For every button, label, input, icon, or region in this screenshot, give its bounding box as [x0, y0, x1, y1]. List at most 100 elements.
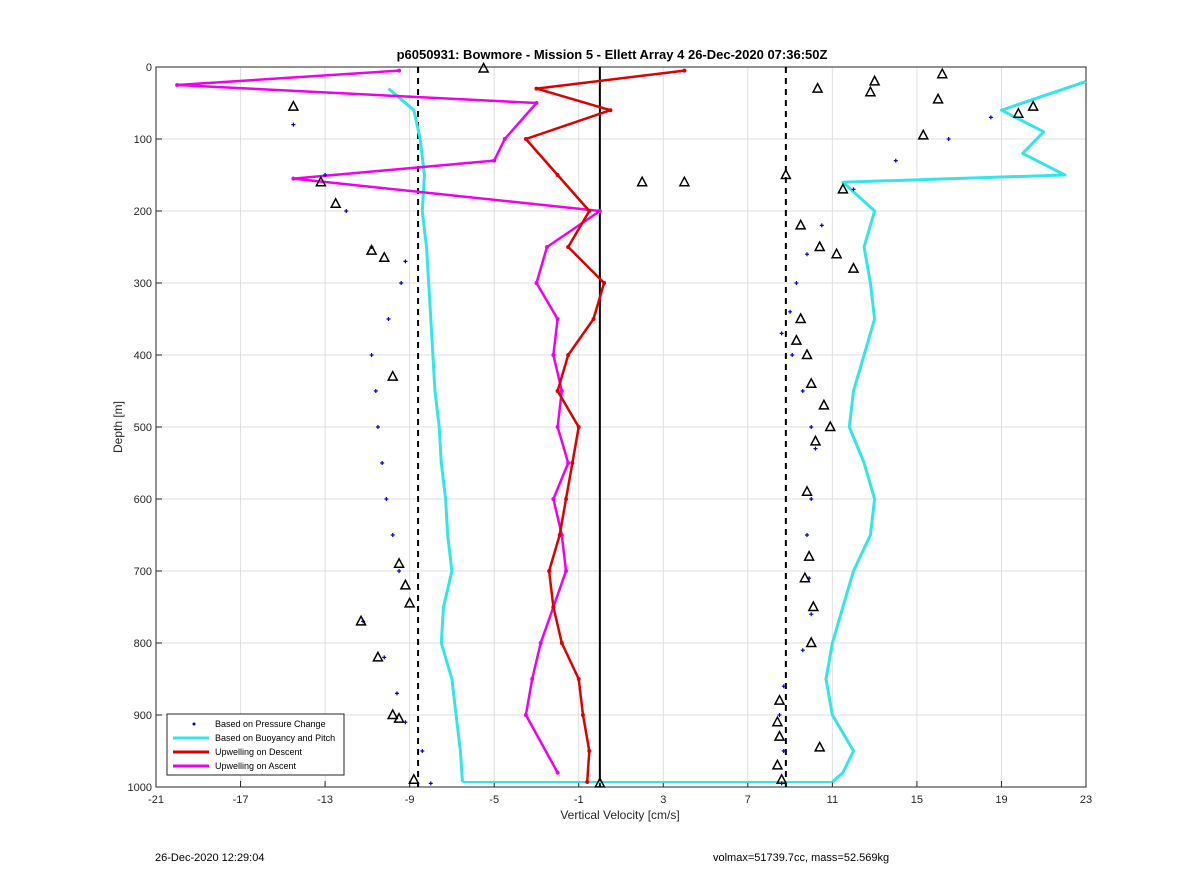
upwelling-ascent-point [523, 713, 528, 717]
upwelling-descent-point [608, 108, 613, 113]
upwelling-ascent-point [559, 389, 564, 393]
marker-triangle-ascent [847, 261, 860, 273]
footer-volmax-mass: volmax=51739.7cc, mass=52.569kg [713, 852, 890, 864]
pressure-change-descent-point [382, 655, 387, 660]
pressure-change-descent-point [390, 533, 395, 537]
y-tick-label: 0 [146, 62, 152, 74]
marker-triangle-ascent [813, 740, 826, 752]
pressure-change-descent-point [384, 497, 389, 501]
y-tick-label: 100 [134, 134, 152, 146]
marker-triangle-ascent [811, 81, 824, 93]
upwelling-ascent-point [555, 770, 560, 775]
pressure-change-ascent-point [809, 497, 814, 501]
x-tick-label: -17 [233, 794, 249, 806]
marker-triangle-ascent [917, 128, 929, 140]
marker-triangle-ascent [799, 571, 811, 583]
upwelling-ascent-line [175, 69, 602, 774]
x-tick-label: -13 [317, 794, 333, 806]
y-tick-label: 400 [134, 350, 152, 362]
upwelling-descent-point [534, 86, 539, 91]
marker-triangle-center [636, 175, 648, 187]
pressure-change-ascent-point [794, 281, 799, 285]
y-axis-label: Depth [m] [111, 401, 125, 453]
y-tick-label: 600 [134, 494, 152, 506]
marker-triangle-ascent [775, 773, 788, 785]
x-tick-label: -9 [405, 794, 415, 806]
pressure-change-ascent-point [813, 446, 818, 451]
marker-triangle-ascent [936, 67, 949, 79]
pressure-change-ascent-point [788, 309, 793, 314]
x-axis-label: Vertical Velocity [cm/s] [560, 808, 679, 822]
marker-triangle-descent [386, 369, 399, 381]
marker-triangle-ascent [805, 377, 817, 389]
marker-triangle-ascent [837, 182, 849, 194]
marker-triangle-descent [372, 650, 384, 662]
upwelling-descent-point [566, 353, 571, 357]
marker-triangle-ascent [773, 729, 786, 741]
pressure-change-ascent-point [800, 389, 805, 393]
x-tick-label: 23 [1080, 794, 1092, 806]
upwelling-descent-point [580, 713, 585, 717]
pressure-change-ascent-point [805, 252, 809, 257]
marker-triangle-ascent [813, 240, 826, 252]
upwelling-descent-point [551, 605, 556, 609]
marker-triangle-descent [393, 711, 405, 723]
chart-title: p6050931: Bowmore - Mission 5 - Ellett A… [397, 47, 828, 62]
x-tick-label: 15 [911, 794, 923, 806]
marker-triangle-ascent [809, 434, 822, 446]
pressure-change-ascent-point [800, 648, 805, 653]
marker-triangle-ascent [794, 312, 807, 324]
marker-triangle-descent [393, 557, 405, 569]
y-tick-label: 700 [134, 566, 152, 578]
marker-triangle-ascent [864, 85, 877, 97]
pressure-change-descent-point [394, 691, 399, 696]
y-tick-label: 200 [134, 206, 152, 218]
upwelling-ascent-point [597, 209, 602, 213]
footer-timestamp: 26-Dec-2020 12:29:04 [155, 852, 265, 864]
plot-area: -21 -17 -13 -9 -5 -1 3 7 11 15 19 23010020030040050… [128, 61, 1092, 806]
pressure-change-ascent-point [893, 158, 898, 163]
upwelling-ascent-point [534, 101, 539, 105]
upwelling-descent-point [602, 281, 607, 285]
x-tick-label: -21 [148, 794, 164, 806]
pressure-change-ascent-point [777, 713, 782, 717]
upwelling-descent-point [585, 779, 590, 784]
upwelling-descent-point [547, 569, 552, 573]
marker-triangle-ascent [773, 693, 786, 705]
marker-triangle-ascent [801, 348, 813, 360]
pressure-change-descent-point [375, 425, 380, 429]
marker-triangle-descent [378, 251, 391, 263]
marker-triangle-ascent [771, 758, 784, 770]
pressure-change-ascent-point [781, 684, 786, 689]
marker-triangle-ascent [803, 549, 815, 561]
pressure-change-ascent-point [790, 353, 795, 357]
legend-entry-label: Upwelling on Ascent [215, 761, 297, 771]
upwelling-ascent-point [545, 245, 550, 249]
legend-entry-label: Based on Buoyancy and Pitch [215, 733, 335, 743]
marker-triangle-descent [386, 708, 399, 720]
marker-triangle-descent [329, 197, 342, 209]
upwelling-descent-point [566, 245, 571, 249]
upwelling-descent-point [555, 389, 560, 393]
upwelling-descent-point [576, 425, 581, 429]
upwelling-descent-point [555, 173, 560, 177]
upwelling-ascent-point [397, 68, 402, 73]
pressure-change-descent-point [344, 209, 349, 213]
pressure-change-descent-point [291, 122, 296, 127]
y-tick-label: 500 [134, 422, 152, 434]
upwelling-ascent-point [564, 569, 569, 573]
pressure-change-descent-point [386, 317, 391, 321]
upwelling-ascent-point [566, 461, 571, 465]
pressure-change-ascent-point [819, 223, 824, 228]
x-tick-label: 19 [995, 794, 1007, 806]
marker-triangle-center [477, 61, 490, 73]
upwelling-ascent-point [551, 497, 556, 501]
marker-triangle-ascent [794, 218, 807, 230]
pressure-change-ascent-point [805, 533, 809, 537]
pressure-change-ascent-point [988, 115, 993, 120]
marker-triangle-descent [399, 578, 412, 590]
y-tick-label: 800 [134, 638, 152, 650]
marker-triangle-ascent [801, 485, 813, 497]
pressure-change-descent-point [369, 353, 374, 357]
upwelling-descent-point [587, 749, 592, 753]
